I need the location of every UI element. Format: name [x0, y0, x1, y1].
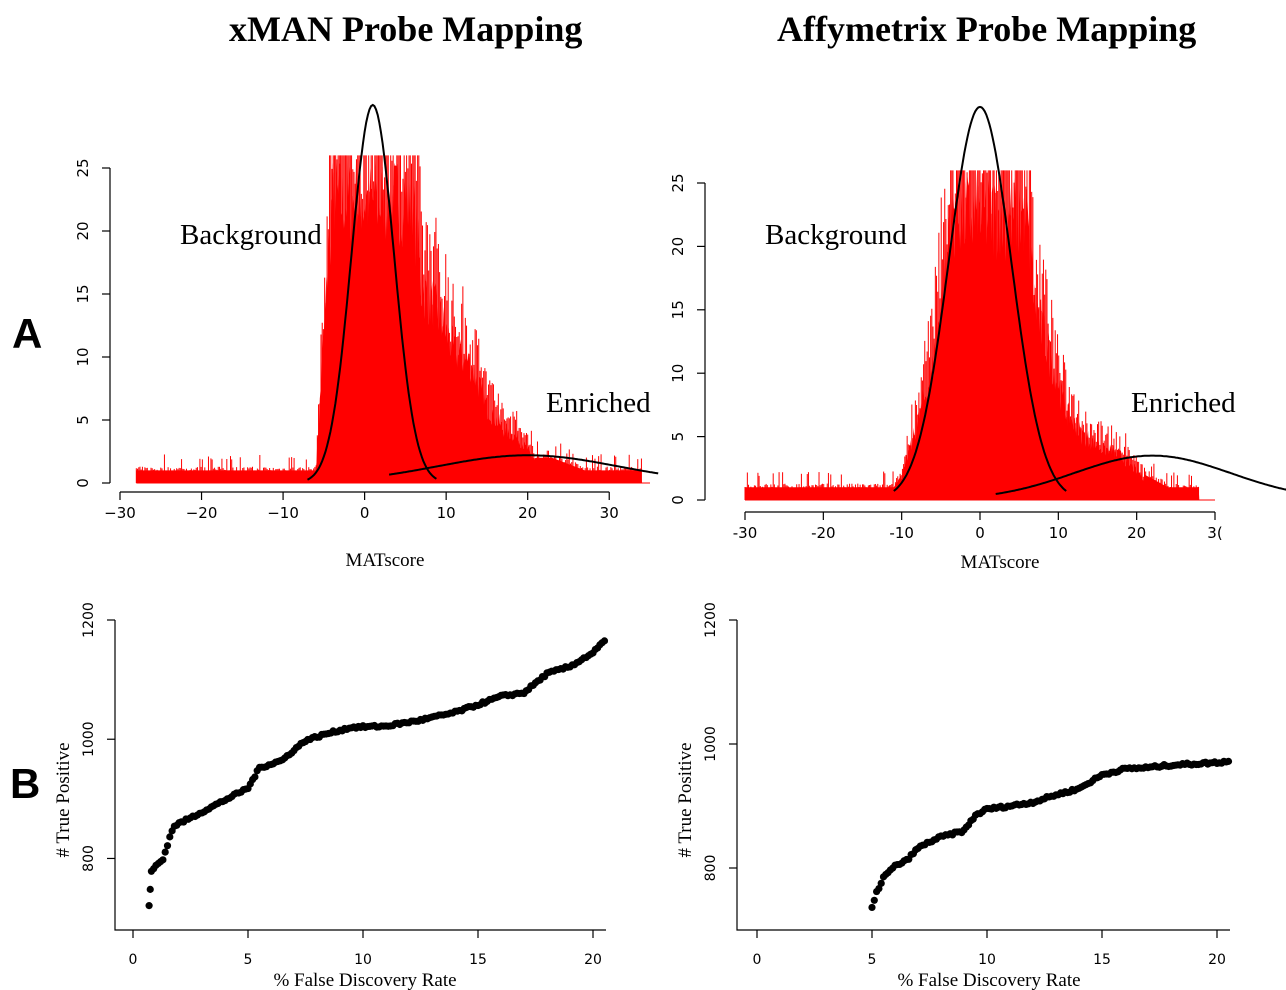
panel-a-label: A	[12, 310, 43, 357]
x-tick-label: -30	[733, 524, 758, 542]
fit-curve-background	[893, 105, 1067, 492]
y-tick-label: 5	[74, 415, 92, 425]
fit-curve-background	[307, 103, 437, 481]
x-tick-label: 20	[518, 504, 537, 522]
x-tick-label: 10	[437, 504, 456, 522]
x-tick-label: −20	[186, 504, 218, 522]
data-point	[600, 637, 609, 645]
y-axis-label: # True Positive	[53, 742, 74, 857]
x-tick-label: 0	[975, 524, 985, 542]
y-tick-label: 25	[74, 158, 92, 177]
x-tick-label: 30	[600, 504, 619, 522]
y-tick-label: 20	[74, 221, 92, 240]
data-point	[159, 856, 167, 864]
y-tick-label: 1000	[703, 726, 719, 762]
x-axis-label: % False Discovery Rate	[273, 970, 456, 990]
x-tick-label: 15	[1093, 952, 1111, 968]
y-tick-label: 1000	[81, 721, 97, 757]
x-tick-label: 20	[584, 952, 602, 968]
data-point	[161, 848, 169, 856]
panel-b-label: B	[10, 760, 41, 807]
fit-curve-enriched	[995, 454, 1286, 495]
annotation-enriched: Enriched	[546, 387, 651, 419]
x-axis-label: MATscore	[961, 552, 1040, 573]
x-tick-label: 10	[354, 952, 372, 968]
x-tick-label: 20	[1127, 524, 1146, 542]
data-point	[166, 833, 174, 841]
annotation-background: Background	[765, 219, 907, 251]
data-point	[146, 885, 154, 893]
data-point	[877, 879, 885, 887]
x-tick-label: 0	[753, 952, 762, 968]
y-tick-label: 15	[74, 284, 92, 303]
x-tick-label: 5	[244, 952, 253, 968]
annotation-enriched: Enriched	[1131, 387, 1236, 419]
data-point	[163, 842, 172, 850]
chart-hist-xman: Background Enriched −30 −20 −10 0 10 20 30 0 5 10 15…	[74, 103, 659, 571]
data-point	[251, 773, 259, 781]
x-axis-label: MATscore	[346, 550, 425, 571]
x-tick-label: -10	[889, 524, 914, 542]
y-tick-label: 0	[669, 495, 687, 505]
y-tick-label: 1200	[703, 602, 719, 638]
x-tick-label: 5	[868, 952, 877, 968]
x-tick-label: -20	[811, 524, 836, 542]
x-tick-label: 10	[978, 952, 996, 968]
annotation-background: Background	[180, 219, 322, 251]
x-tick-label: 0	[129, 952, 138, 968]
y-tick-label: 25	[669, 173, 687, 192]
data-point	[1224, 757, 1233, 765]
data-point	[145, 902, 153, 910]
y-axis-label: # True Positive	[675, 742, 696, 857]
left-title: xMAN Probe Mapping	[229, 9, 583, 49]
y-tick-label: 10	[74, 347, 92, 366]
y-tick-label: 800	[703, 855, 719, 882]
y-tick-label: 0	[74, 478, 92, 488]
data-point	[868, 903, 876, 912]
chart-scatter-affy: 0 5 10 15 20 800 1000 1200 % False Discovery Rat…	[675, 602, 1233, 990]
fit-curve-enriched	[388, 454, 659, 476]
x-axis-label: % False Discovery Rate	[897, 970, 1080, 990]
y-tick-label: 20	[669, 237, 687, 256]
y-tick-label: 15	[669, 300, 687, 319]
y-tick-label: 1200	[81, 602, 97, 638]
x-tick-label: −30	[104, 504, 136, 522]
y-tick-label: 800	[81, 845, 97, 872]
y-tick-label: 10	[669, 364, 687, 383]
x-tick-label: 10	[1049, 524, 1068, 542]
chart-scatter-xman: 0 5 10 15 20 800 1000 1200 % False Discovery Rat…	[53, 602, 609, 990]
x-tick-label: −10	[267, 504, 299, 522]
plot-frame	[114, 620, 606, 931]
plot-frame	[736, 620, 1230, 931]
x-tick-label: 0	[360, 504, 370, 522]
chart-hist-affy: Background Enriched -30 -20 -10 0 10 20 3( 0 5 10 15…	[669, 105, 1286, 573]
right-title: Affymetrix Probe Mapping	[777, 9, 1197, 49]
x-tick-label: 3(	[1207, 524, 1222, 542]
x-tick-label: 20	[1208, 952, 1226, 968]
x-tick-label: 15	[469, 952, 487, 968]
data-point	[870, 896, 878, 904]
y-tick-label: 5	[669, 432, 687, 442]
